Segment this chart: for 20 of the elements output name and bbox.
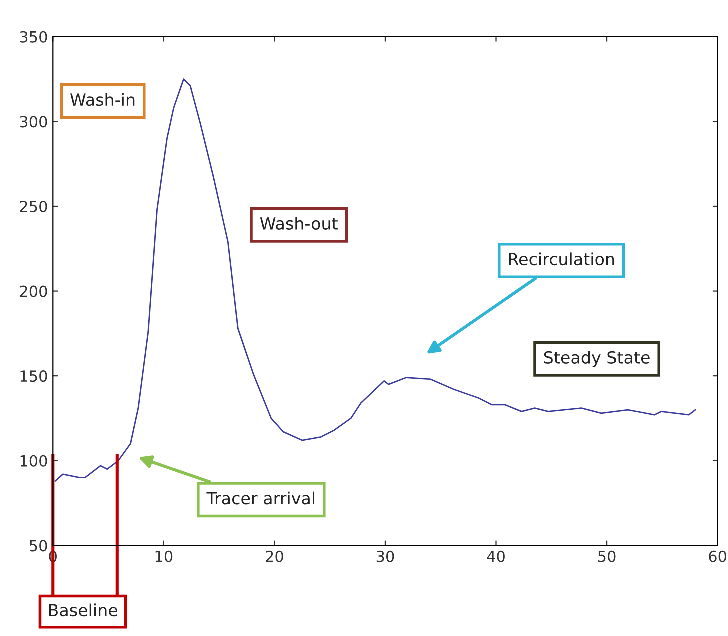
x-tick-label: 40	[487, 550, 505, 562]
y-tick-label: 100	[20, 455, 48, 467]
y-tick-label: 300	[20, 116, 48, 128]
y-tick-label: 250	[20, 200, 48, 213]
x-tick-label: 60	[709, 550, 727, 562]
y-tick-label: 200	[20, 286, 48, 298]
y-tick-label: 50	[30, 540, 48, 552]
x-tick-label: 10	[156, 550, 173, 562]
annotation: Wash-in	[70, 93, 135, 106]
x-tick-label: 50	[598, 550, 616, 562]
annotation: Wash-out	[260, 217, 338, 230]
annotation: Steady State	[544, 351, 650, 368]
x-tick-label: 20	[266, 550, 284, 562]
annotation: Tracer arrival	[206, 492, 314, 505]
ref-line-label: Baseline	[49, 604, 118, 617]
y-tick-label: 350	[20, 31, 48, 43]
x-tick-label: 30	[376, 550, 394, 562]
annotation: Recirculation	[509, 252, 614, 266]
y-tick-label: 150	[20, 370, 48, 382]
line-series	[54, 78, 696, 482]
